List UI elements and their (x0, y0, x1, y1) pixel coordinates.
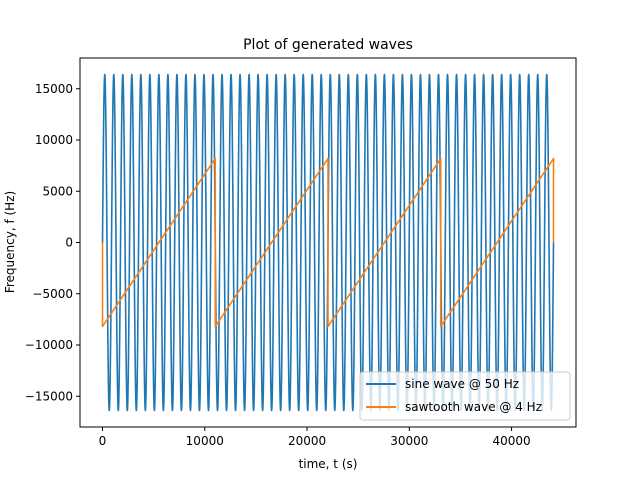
x-axis-label: time, t (s) (299, 457, 358, 471)
x-tick-label: 30000 (390, 434, 428, 448)
y-tick-label: 0 (65, 236, 73, 250)
legend-label-sine: sine wave @ 50 Hz (405, 377, 519, 391)
y-tick-label: −15000 (25, 389, 73, 403)
y-tick-label: 10000 (35, 133, 73, 147)
y-tick-label: 15000 (35, 82, 73, 96)
x-axis: 0 10000 20000 30000 40000 (99, 427, 531, 448)
x-tick-label: 40000 (492, 434, 530, 448)
legend: sine wave @ 50 Hz sawtooth wave @ 4 Hz (359, 371, 571, 421)
chart-title: Plot of generated waves (243, 37, 413, 53)
y-axis-label: Frequency, f (Hz) (3, 191, 17, 293)
legend-box (359, 371, 571, 421)
y-tick-label: −5000 (32, 287, 73, 301)
series-line-sawtooth (101, 157, 555, 328)
x-tick-label: 10000 (186, 434, 224, 448)
x-tick-label: 0 (99, 434, 107, 448)
y-tick-label: −10000 (25, 338, 73, 352)
x-tick-label: 20000 (288, 434, 326, 448)
y-tick-label: 5000 (42, 184, 73, 198)
y-axis: −15000 −10000 −5000 0 5000 10000 15000 (25, 82, 80, 403)
legend-label-sawtooth: sawtooth wave @ 4 Hz (405, 400, 542, 414)
